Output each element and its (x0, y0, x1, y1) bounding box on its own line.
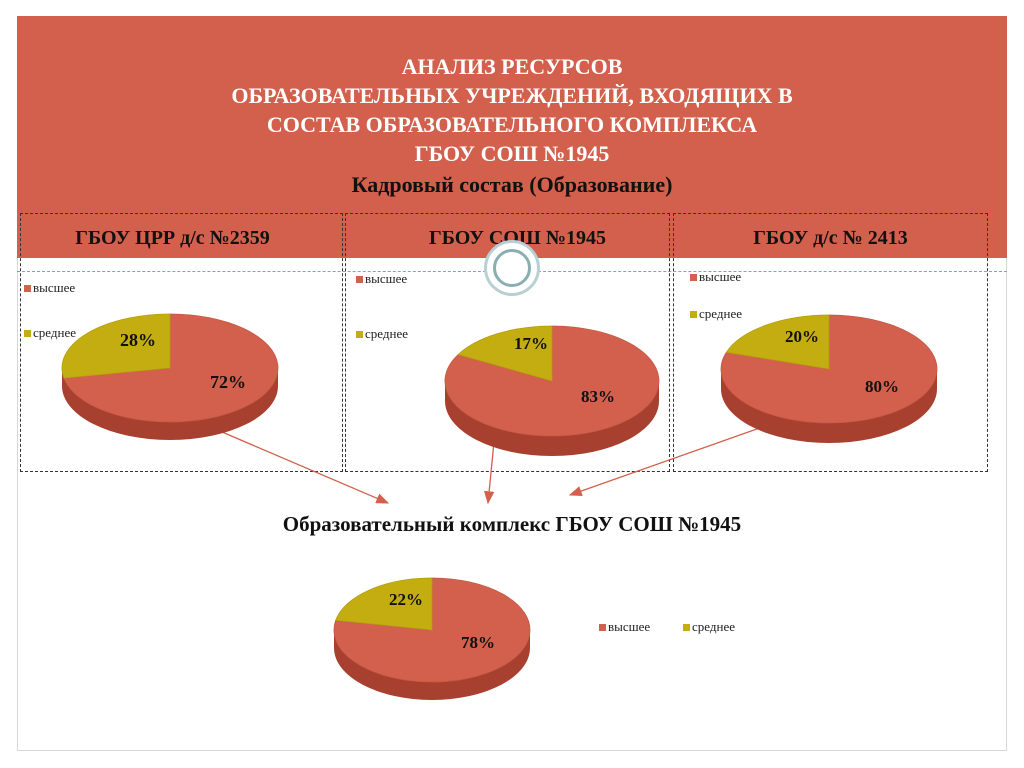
legend-swatch-higher (24, 284, 31, 292)
emblem-circle (484, 240, 540, 296)
legend-label: среднее (699, 306, 742, 321)
legend-label: среднее (365, 326, 408, 341)
legend-swatch-secondary (356, 330, 363, 338)
pie-slice-secondary (61, 313, 171, 379)
panel-title-2359: ГБОУ ЦРР д/с №2359 (75, 227, 270, 249)
data-label-higher: 83% (581, 387, 615, 406)
legend-swatch-higher (356, 275, 363, 283)
legend-label: высшее (699, 269, 742, 284)
title-line-1: АНАЛИЗ РЕСУРСОВ (401, 54, 623, 79)
legend-label: высшее (365, 271, 408, 286)
data-label-secondary: 22% (389, 590, 423, 609)
emblem-inner-circle (493, 249, 531, 287)
legend-secondary-2413: среднее (690, 306, 742, 322)
pie-side (62, 368, 278, 440)
legend-label: среднее (33, 325, 76, 340)
data-label-secondary: 20% (785, 327, 819, 346)
pie-side (445, 381, 659, 456)
slide-subtitle: Кадровый состав (Образование) (351, 172, 673, 197)
pie-slice-higher (720, 314, 938, 424)
pie-chart-2413: 80% 20% (720, 314, 938, 443)
panel-2359 (20, 213, 343, 472)
slide-title: АНАЛИЗ РЕСУРСОВ ОБРАЗОВАТЕЛЬНЫХ УЧРЕЖДЕН… (17, 52, 1007, 168)
panel-1945 (345, 213, 670, 472)
legend-higher-2359: высшее (24, 280, 75, 296)
title-line-2: ОБРАЗОВАТЕЛЬНЫХ УЧРЕЖДЕНИЙ, ВХОДЯЩИХ В (231, 83, 793, 108)
legend-secondary-complex: среднее (683, 619, 735, 635)
legend-swatch-secondary (683, 623, 690, 631)
arrow-2413 (568, 424, 769, 497)
data-label-higher: 80% (865, 377, 899, 396)
legend-swatch-higher (599, 623, 606, 631)
pie-slice-secondary (457, 325, 553, 382)
header-band (17, 16, 1007, 258)
pie-chart-1945: 83% 17% (444, 325, 660, 456)
arrow-1945 (483, 441, 495, 505)
panel-2413 (673, 213, 988, 472)
pie-slice-higher (333, 577, 531, 683)
data-label-higher: 72% (210, 372, 246, 392)
legend-higher-2413: высшее (690, 269, 741, 285)
pie-side (334, 630, 530, 700)
legend-higher-1945: высшее (356, 271, 407, 287)
data-label-secondary: 17% (514, 334, 548, 353)
arrow-2359 (221, 431, 390, 504)
legend-swatch-higher (690, 273, 697, 281)
legend-swatch-secondary (690, 310, 697, 318)
data-label-higher: 78% (461, 633, 495, 652)
complex-title: Образовательный комплекс ГБОУ СОШ №1945 (282, 512, 742, 536)
pie-chart-complex: 78% 22% (333, 577, 531, 700)
pie-side (721, 369, 937, 443)
legend-label: среднее (692, 619, 735, 634)
legend-label: высшее (608, 619, 651, 634)
pie-chart-2359: 72% 28% (61, 313, 279, 440)
legend-secondary-1945: среднее (356, 326, 408, 342)
legend-swatch-secondary (24, 329, 31, 337)
data-label-secondary: 28% (120, 330, 156, 350)
pie-slice-secondary (725, 314, 830, 370)
title-line-4: ГБОУ СОШ №1945 (414, 141, 610, 166)
legend-higher-complex: высшее (599, 619, 650, 635)
panel-title-1945: ГБОУ СОШ №1945 (429, 227, 606, 249)
legend-secondary-2359: среднее (24, 325, 76, 341)
legend-label: высшее (33, 280, 76, 295)
pie-slice-higher (63, 313, 279, 423)
panel-title-2413: ГБОУ д/с № 2413 (753, 227, 908, 249)
title-line-3: СОСТАВ ОБРАЗОВАТЕЛЬНОГО КОМПЛЕКСА (266, 112, 758, 137)
pie-slice-secondary (335, 577, 433, 631)
